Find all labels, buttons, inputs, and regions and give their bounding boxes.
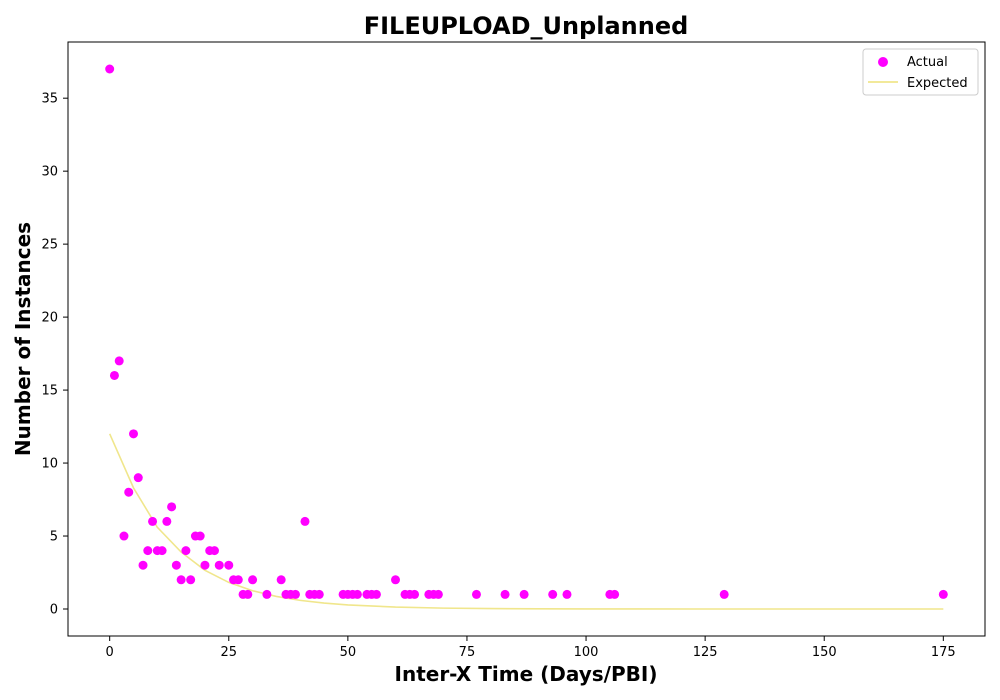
data-point — [129, 429, 138, 438]
data-point — [119, 532, 128, 541]
data-point — [315, 590, 324, 599]
data-point — [167, 502, 176, 511]
data-point — [277, 575, 286, 584]
y-tick-label: 20 — [41, 311, 58, 326]
x-tick-label: 25 — [220, 645, 237, 660]
data-point — [210, 546, 219, 555]
data-point — [115, 356, 124, 365]
data-point — [196, 532, 205, 541]
x-tick-label: 50 — [340, 645, 357, 660]
data-point — [177, 575, 186, 584]
data-point — [215, 561, 224, 570]
data-point — [243, 590, 252, 599]
legend-marker-actual — [878, 57, 888, 67]
data-point — [148, 517, 157, 526]
x-tick-label: 125 — [693, 645, 718, 660]
data-point — [139, 561, 148, 570]
x-tick-label: 175 — [931, 645, 956, 660]
y-tick-label: 10 — [41, 457, 58, 472]
data-point — [234, 575, 243, 584]
x-tick-label: 100 — [574, 645, 599, 660]
chart-title: FILEUPLOAD_Unplanned — [364, 12, 689, 40]
data-point — [186, 575, 195, 584]
data-point — [353, 590, 362, 599]
data-point — [172, 561, 181, 570]
legend-label-expected: Expected — [907, 76, 968, 91]
x-axis-title: Inter-X Time (Days/PBI) — [395, 662, 658, 686]
data-point — [501, 590, 510, 599]
data-point — [391, 575, 400, 584]
legend: Actual Expected — [863, 49, 978, 95]
data-point — [105, 65, 114, 74]
data-point — [610, 590, 619, 599]
y-tick-label: 35 — [41, 92, 58, 107]
data-point — [162, 517, 171, 526]
data-point — [124, 488, 133, 497]
data-point — [410, 590, 419, 599]
data-point — [472, 590, 481, 599]
y-tick-label: 5 — [50, 530, 58, 545]
x-tick-label: 150 — [812, 645, 837, 660]
legend-label-actual: Actual — [907, 55, 948, 70]
x-tick-label: 0 — [106, 645, 114, 660]
data-point — [291, 590, 300, 599]
y-tick-label: 30 — [41, 165, 58, 180]
data-point — [248, 575, 257, 584]
data-point — [372, 590, 381, 599]
data-point — [548, 590, 557, 599]
data-point — [520, 590, 529, 599]
data-point — [720, 590, 729, 599]
data-point — [110, 371, 119, 380]
data-point — [134, 473, 143, 482]
y-tick-label: 0 — [50, 603, 58, 618]
data-point — [181, 546, 190, 555]
data-point — [300, 517, 309, 526]
data-point — [262, 590, 271, 599]
y-tick-label: 25 — [41, 238, 58, 253]
data-point — [200, 561, 209, 570]
data-point — [562, 590, 571, 599]
data-point — [939, 590, 948, 599]
y-tick-label: 15 — [41, 384, 58, 399]
data-point — [434, 590, 443, 599]
data-point — [224, 561, 233, 570]
x-tick-label: 75 — [459, 645, 476, 660]
data-point — [158, 546, 167, 555]
data-point — [143, 546, 152, 555]
y-axis-title: Number of Instances — [11, 222, 35, 456]
